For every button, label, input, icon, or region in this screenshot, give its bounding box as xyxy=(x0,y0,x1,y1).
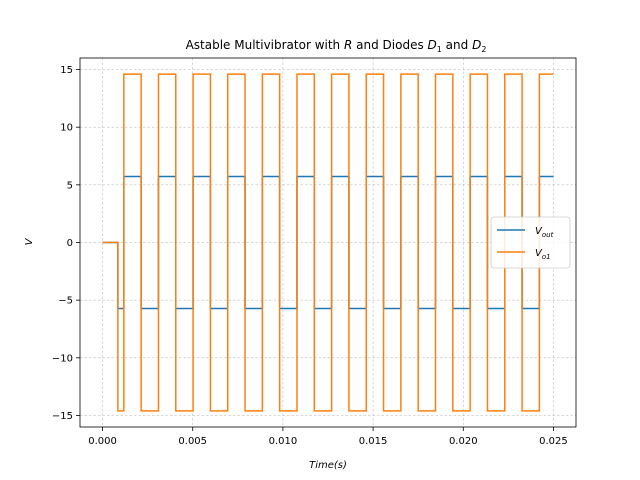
legend-label-vout: Vout xyxy=(535,226,554,239)
legend-label-vo1: Vo1 xyxy=(535,248,551,261)
x-tick-label: 0.010 xyxy=(269,436,298,447)
legend: Vout Vo1 xyxy=(490,216,571,269)
x-tick-label: 0.005 xyxy=(178,436,207,447)
y-tick-label: 0 xyxy=(67,238,73,249)
y-tick-label: −5 xyxy=(58,296,73,307)
x-axis-title: Time(s) xyxy=(309,460,347,471)
x-tick-label: 0.015 xyxy=(359,436,388,447)
grid-lines xyxy=(80,58,576,427)
y-tick-label: 5 xyxy=(67,180,73,191)
x-tick-label: 0.025 xyxy=(539,436,568,447)
series-layer xyxy=(102,73,554,412)
y-tick-label: −10 xyxy=(52,353,73,364)
chart-title: Astable Multivibrator with R and Diodes … xyxy=(186,38,487,54)
y-tick-label: 15 xyxy=(60,65,73,76)
y-tick-label: 10 xyxy=(60,123,73,134)
legend-box xyxy=(490,216,571,269)
x-tick-label: 0.020 xyxy=(449,436,478,447)
axis-ticks: 0.000 0.005 0.010 0.015 0.020 0.025 −15 −10 −5 0 5… xyxy=(52,65,568,447)
y-tick-label: −15 xyxy=(52,411,73,422)
y-axis-title: V xyxy=(24,237,35,245)
series-line-vout xyxy=(102,175,554,310)
series-line-vo1 xyxy=(102,73,554,412)
x-tick-label: 0.000 xyxy=(88,436,117,447)
